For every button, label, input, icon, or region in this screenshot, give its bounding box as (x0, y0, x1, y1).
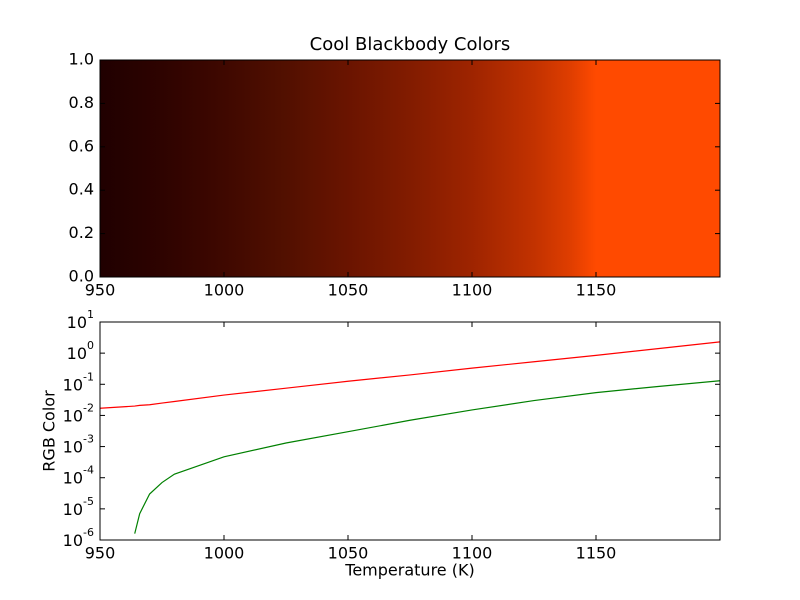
y-tick-label: 1.0 (69, 50, 94, 69)
y-axis-label: RGB Color (40, 390, 59, 472)
series-line (100, 341, 720, 409)
y-tick-label: 10-3 (63, 433, 94, 457)
y-tick-exponent: -6 (83, 526, 94, 539)
y-tick-exponent: -2 (83, 401, 94, 414)
y-tick-label: 10-6 (63, 526, 94, 550)
y-tick-label: 0.0 (69, 267, 94, 286)
x-tick-label: 1000 (204, 544, 245, 563)
series-line (134, 380, 720, 534)
x-tick-label: 1150 (576, 544, 617, 563)
y-tick-base: 10 (63, 406, 83, 425)
axes-frame (99, 59, 721, 278)
x-axis-label: Temperature (K) (344, 561, 474, 580)
y-tick-exponent: -1 (83, 370, 94, 383)
y-tick-exponent: -3 (83, 433, 94, 446)
y-tick-base: 10 (67, 344, 87, 363)
y-tick-base: 10 (67, 313, 87, 332)
y-tick-base: 10 (63, 375, 83, 394)
x-tick-label: 1000 (204, 281, 245, 300)
y-tick-label: 0.8 (69, 93, 94, 112)
y-tick-exponent: -4 (83, 464, 94, 477)
chart-title: Cool Blackbody Colors (310, 34, 511, 55)
y-tick-label: 0.4 (69, 180, 94, 199)
y-tick-label: 100 (67, 339, 94, 363)
x-tick-label: 950 (85, 281, 116, 300)
y-tick-base: 10 (63, 469, 83, 488)
y-tick-exponent: 1 (87, 308, 94, 321)
x-tick-label: 1050 (328, 281, 369, 300)
y-tick-exponent: 0 (87, 339, 94, 352)
y-tick-label: 0.2 (69, 223, 94, 242)
y-tick-exponent: -5 (83, 495, 94, 508)
y-tick-label: 0.6 (69, 136, 94, 155)
x-tick-label: 1050 (328, 544, 369, 563)
x-tick-label: 1100 (452, 544, 493, 563)
x-tick-label: 1100 (452, 281, 493, 300)
y-tick-base: 10 (63, 500, 83, 519)
y-tick-label: 101 (67, 308, 94, 332)
color-image (100, 60, 720, 277)
y-tick-base: 10 (63, 438, 83, 457)
y-tick-base: 10 (63, 531, 83, 550)
x-tick-label: 950 (85, 544, 116, 563)
x-tick-label: 1150 (576, 281, 617, 300)
axes-frame (99, 321, 721, 541)
y-tick-label: 10-2 (63, 401, 94, 425)
y-tick-label: 10-4 (63, 464, 94, 488)
y-tick-label: 10-5 (63, 495, 94, 519)
y-tick-label: 10-1 (63, 370, 94, 394)
